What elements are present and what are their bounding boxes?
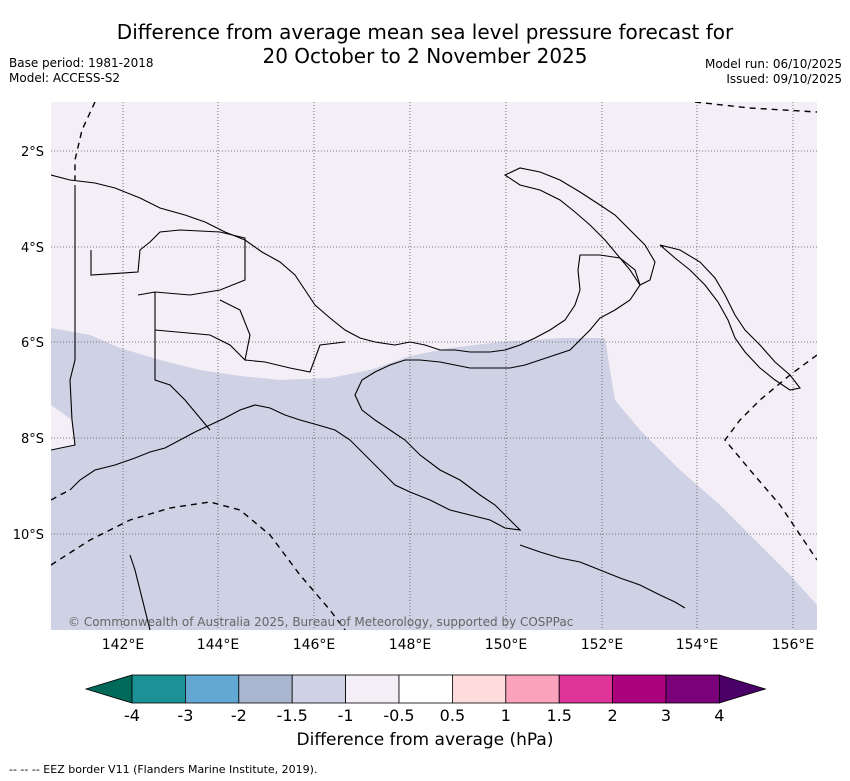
title-line-1: Difference from average mean sea level p… [116, 20, 734, 44]
colorbar-tick: -1 [338, 706, 354, 725]
model-run: Model run: 06/10/2025 [704, 57, 842, 71]
new-ireland-coastline [659, 244, 801, 391]
colorbar-tick: 2 [608, 706, 618, 725]
map-copyright: © Commonwealth of Australia 2025, Bureau… [68, 615, 573, 629]
colorbar-bin [345, 674, 400, 704]
colorbar-tick: 4 [714, 706, 724, 725]
colorbar-tick: -2 [231, 706, 247, 725]
border-line-141e [51, 185, 76, 451]
eez-footnote: -- -- -- EEZ border V11 (Flanders Marine… [9, 763, 318, 776]
coastlines-and-borders [51, 167, 801, 630]
lon-tick: 148°E [389, 637, 432, 653]
lon-tick: 146°E [293, 637, 336, 653]
lat-tick: 8°S [21, 432, 44, 447]
lat-tick: 2°S [21, 145, 44, 160]
lon-tick: 154°E [676, 637, 719, 653]
lon-tick: 144°E [197, 637, 240, 653]
colorbar-bin [612, 674, 667, 704]
cape-york-coastline [129, 554, 151, 630]
eez-borders [51, 102, 817, 630]
base-period: Base period: 1981-2018 [9, 56, 154, 70]
model-name: Model: ACCESS-S2 [9, 71, 121, 85]
issued-date: Issued: 09/10/2025 [726, 72, 842, 86]
colorbar-tick: 1.5 [546, 706, 571, 725]
meta-right: Model run: 06/10/2025 Issued: 09/10/2025 [705, 57, 842, 87]
colorbar-bin [131, 674, 186, 704]
title-line-2: 20 October to 2 November 2025 [262, 44, 588, 68]
graticule [51, 102, 817, 630]
lat-tick: 4°S [21, 241, 44, 256]
colorbar-bin [558, 674, 614, 704]
province-borders [90, 229, 346, 431]
colorbar-label: Difference from average (hPa) [296, 730, 554, 750]
colorbar-bin [665, 674, 720, 704]
southeast-island-chain [519, 544, 686, 609]
latitude-tick-labels: 2°S 4°S 6°S 8°S 10°S [13, 145, 44, 543]
new-britain-coastline [503, 167, 656, 286]
colorbar-tick: -0.5 [383, 706, 414, 725]
colorbar-tick: 0.5 [440, 706, 465, 725]
colorbar-bin [398, 674, 453, 704]
colorbar-tick-labels: -4 -3 -2 -1.5 -1 -0.5 0.5 1 1.5 2 3 4 [124, 706, 724, 725]
colorbar-tick: -1.5 [277, 706, 308, 725]
colorbar-bin [238, 674, 293, 704]
colorbar-tick: -4 [124, 706, 140, 725]
lon-tick: 150°E [485, 637, 528, 653]
lon-tick: 142°E [102, 637, 145, 653]
meta-left: Base period: 1981-2018 Model: ACCESS-S2 [9, 56, 154, 86]
colorbar-bin [451, 674, 507, 704]
lat-tick: 10°S [13, 528, 44, 543]
map-area: © Commonwealth of Australia 2025, Bureau… [51, 102, 817, 630]
colorbar-tick: 1 [501, 706, 511, 725]
lat-tick: 6°S [21, 336, 44, 351]
longitude-tick-labels: 142°E 144°E 146°E 148°E 150°E 152°E 154°… [102, 637, 815, 653]
new-guinea-coastline [51, 174, 641, 531]
colorbar-extend-low [84, 674, 133, 704]
lon-tick: 152°E [581, 637, 624, 653]
colorbar-bin [505, 674, 560, 704]
pressure-anomaly-minus1-region [51, 328, 817, 630]
colorbar-tick: -3 [177, 706, 193, 725]
colorbar-extend-high [719, 674, 767, 704]
colorbar [84, 674, 767, 704]
map-title: Difference from average mean sea level p… [0, 20, 850, 68]
lon-tick: 156°E [772, 637, 815, 653]
colorbar-bin [291, 674, 347, 704]
colorbar-bin [184, 674, 240, 704]
colorbar-tick: 3 [661, 706, 671, 725]
